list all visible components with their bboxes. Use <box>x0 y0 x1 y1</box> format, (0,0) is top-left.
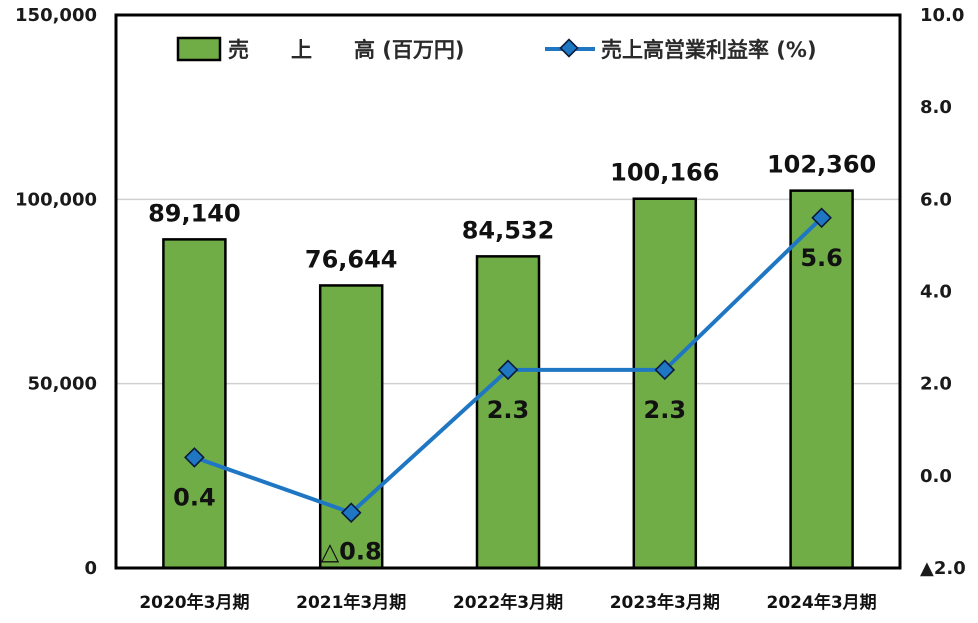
category-label: 2024年3月期 <box>767 592 877 613</box>
line-marker <box>340 502 362 524</box>
line-value-label: 2.3 <box>644 396 687 424</box>
right-tick-label: 4.0 <box>920 282 952 303</box>
plot-area-border <box>114 13 902 570</box>
line-value-label: 5.6 <box>800 244 843 272</box>
line-marker <box>811 207 832 229</box>
line-marker <box>497 359 519 381</box>
line-series <box>184 207 832 524</box>
legend-line-label: 売上高営業利益率 (%) <box>601 38 817 62</box>
left-tick-label: 150,000 <box>15 5 97 26</box>
bar <box>475 255 541 570</box>
bar-value-label: 100,166 <box>610 159 719 187</box>
left-tick-label: 100,000 <box>15 189 97 210</box>
bar-value-label: 76,644 <box>305 245 398 273</box>
right-tick-label: 0.0 <box>920 466 952 487</box>
legend: 売 上 高 (百万円) 売上高営業利益率 (%) <box>176 36 817 62</box>
right-tick-label: 10.0 <box>920 5 964 26</box>
legend-line-marker <box>559 38 579 58</box>
right-tick-label: 8.0 <box>920 97 952 118</box>
right-axis: ▲2.0 0.0 2.0 4.0 6.0 8.0 10.0 <box>920 5 966 579</box>
category-label: 2022年3月期 <box>453 592 563 613</box>
bar-value-label: 84,532 <box>462 216 555 244</box>
line-value-label: △0.8 <box>321 538 382 566</box>
line-value-label: 0.4 <box>173 483 216 511</box>
right-tick-label: ▲2.0 <box>920 558 966 579</box>
line-marker <box>184 447 205 468</box>
bar <box>789 189 854 570</box>
left-axis: 0 50,000 100,000 150,000 <box>15 5 97 579</box>
bar <box>318 284 384 570</box>
bar-value-label: 89,140 <box>148 199 241 227</box>
data-labels: 89,140 76,644 84,532 100,166 102,360 0.4 △0.8 2… <box>148 151 876 566</box>
category-label: 2020年3月期 <box>139 592 249 613</box>
bar-value-label: 102,360 <box>767 151 876 179</box>
bar <box>632 197 698 570</box>
bar-series <box>162 189 854 570</box>
right-tick-label: 6.0 <box>920 189 952 210</box>
category-label: 2021年3月期 <box>296 592 406 613</box>
left-tick-label: 0 <box>84 558 97 579</box>
line-marker <box>654 359 676 381</box>
category-axis: 2020年3月期 2021年3月期 2022年3月期 2023年3月期 2024年3月期 <box>139 592 876 613</box>
line-value-label: 2.3 <box>487 396 530 424</box>
left-tick-label: 50,000 <box>28 374 97 395</box>
bar <box>162 238 227 570</box>
legend-bar-label: 売 上 高 (百万円) <box>228 38 465 62</box>
legend-bar-swatch <box>176 36 222 62</box>
category-label: 2023年3月期 <box>610 592 720 613</box>
right-tick-label: 2.0 <box>920 374 952 395</box>
